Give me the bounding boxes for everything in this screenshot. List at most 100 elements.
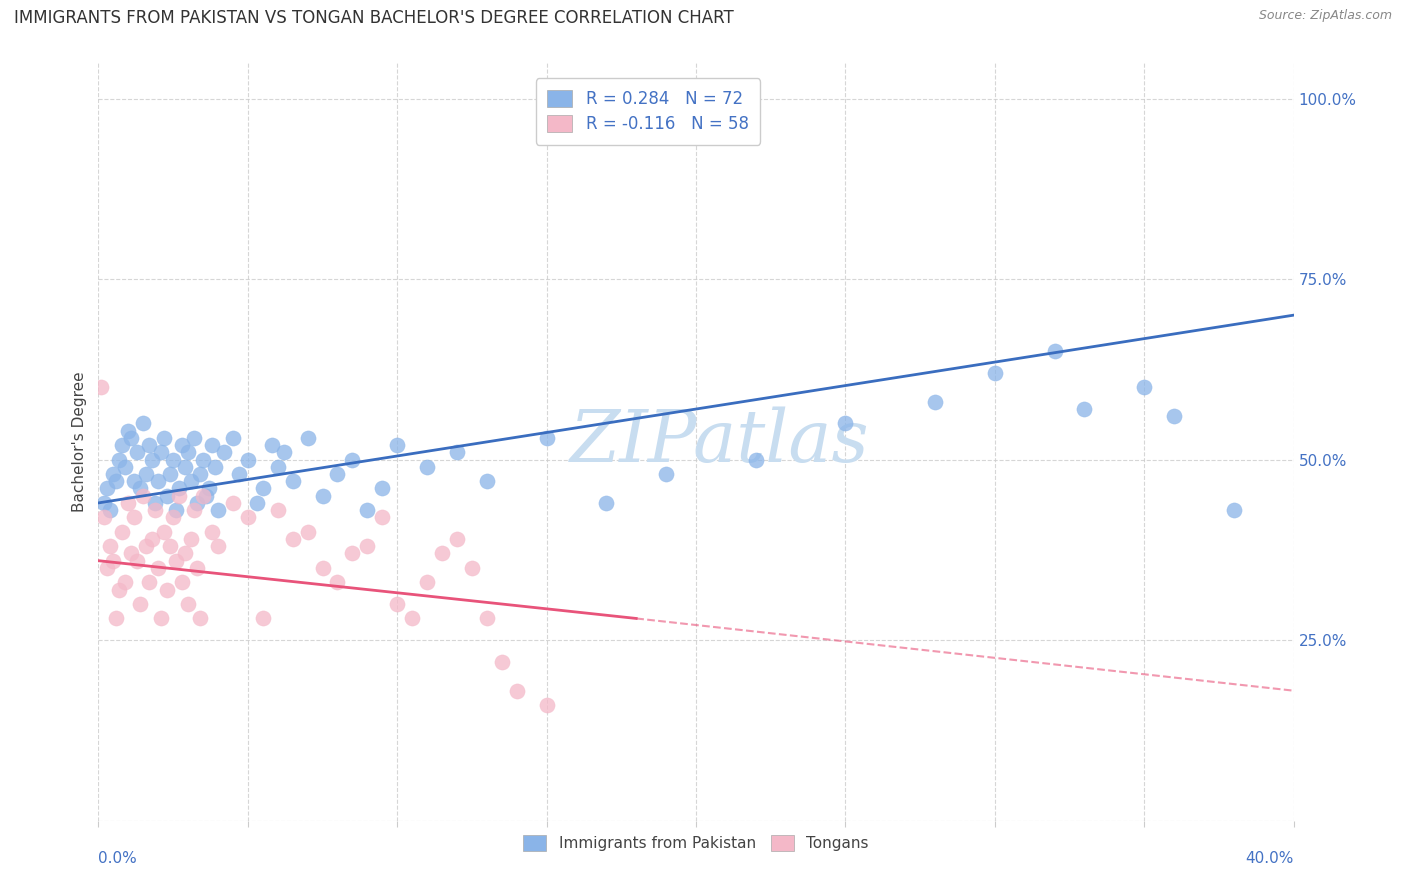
Point xyxy=(416,575,439,590)
Point xyxy=(103,554,125,568)
Point xyxy=(595,496,617,510)
Point xyxy=(228,467,250,481)
Point xyxy=(174,459,197,474)
Point xyxy=(159,539,181,553)
Point xyxy=(1073,402,1095,417)
Text: IMMIGRANTS FROM PAKISTAN VS TONGAN BACHELOR'S DEGREE CORRELATION CHART: IMMIGRANTS FROM PAKISTAN VS TONGAN BACHE… xyxy=(14,9,734,27)
Point xyxy=(252,482,274,496)
Point xyxy=(252,611,274,625)
Point xyxy=(356,539,378,553)
Point xyxy=(236,510,259,524)
Point xyxy=(138,575,160,590)
Point xyxy=(506,683,529,698)
Point xyxy=(132,417,155,431)
Point xyxy=(198,482,221,496)
Point xyxy=(180,475,202,489)
Point xyxy=(90,380,112,394)
Legend: Immigrants from Pakistan, Tongans: Immigrants from Pakistan, Tongans xyxy=(516,827,876,858)
Point xyxy=(156,489,179,503)
Point xyxy=(135,539,157,553)
Point xyxy=(371,482,394,496)
Point xyxy=(204,459,226,474)
Point xyxy=(135,467,157,481)
Point xyxy=(167,482,190,496)
Point xyxy=(446,445,468,459)
Point xyxy=(385,597,409,611)
Point xyxy=(430,546,453,560)
Point xyxy=(172,575,194,590)
Point xyxy=(1163,409,1185,424)
Point xyxy=(148,561,170,575)
Point xyxy=(111,438,134,452)
Point xyxy=(273,445,295,459)
Point xyxy=(120,431,142,445)
Point xyxy=(93,510,115,524)
Point xyxy=(461,561,484,575)
Point xyxy=(124,475,146,489)
Point xyxy=(143,496,166,510)
Point xyxy=(246,496,269,510)
Point xyxy=(108,452,131,467)
Point xyxy=(138,438,160,452)
Point xyxy=(108,582,131,597)
Point xyxy=(186,496,208,510)
Point xyxy=(117,496,139,510)
Point xyxy=(177,445,200,459)
Point xyxy=(150,445,173,459)
Y-axis label: Bachelor's Degree: Bachelor's Degree xyxy=(72,371,87,512)
Point xyxy=(150,611,173,625)
Point xyxy=(446,532,468,546)
Point xyxy=(222,496,245,510)
Point xyxy=(96,482,118,496)
Point xyxy=(326,467,349,481)
Point xyxy=(834,417,856,431)
Point xyxy=(141,452,163,467)
Point xyxy=(371,510,394,524)
Point xyxy=(93,496,115,510)
Point xyxy=(984,366,1007,380)
Point xyxy=(297,431,319,445)
Point xyxy=(1223,503,1246,517)
Point xyxy=(207,503,229,517)
Point xyxy=(186,561,208,575)
Point xyxy=(127,554,149,568)
Point xyxy=(124,510,146,524)
Point xyxy=(96,561,118,575)
Point xyxy=(655,467,678,481)
Point xyxy=(148,475,170,489)
Point xyxy=(475,475,498,489)
Point xyxy=(195,489,218,503)
Point xyxy=(297,524,319,539)
Point xyxy=(201,438,224,452)
Point xyxy=(167,489,190,503)
Point xyxy=(156,582,179,597)
Text: 0.0%: 0.0% xyxy=(98,851,138,866)
Point xyxy=(180,532,202,546)
Point xyxy=(114,575,136,590)
Point xyxy=(129,597,152,611)
Text: ZIPatlas: ZIPatlas xyxy=(569,406,870,477)
Point xyxy=(342,452,364,467)
Point xyxy=(103,467,125,481)
Point xyxy=(143,503,166,517)
Point xyxy=(191,452,214,467)
Point xyxy=(188,611,211,625)
Point xyxy=(127,445,149,459)
Point xyxy=(174,546,197,560)
Point xyxy=(267,459,290,474)
Point xyxy=(162,510,184,524)
Point xyxy=(260,438,283,452)
Point xyxy=(188,467,211,481)
Point xyxy=(924,394,946,409)
Point xyxy=(159,467,181,481)
Point xyxy=(356,503,378,517)
Point xyxy=(98,503,122,517)
Point xyxy=(281,475,304,489)
Point xyxy=(105,475,128,489)
Point xyxy=(98,539,122,553)
Point xyxy=(105,611,128,625)
Point xyxy=(267,503,290,517)
Point xyxy=(212,445,235,459)
Point xyxy=(326,575,349,590)
Point xyxy=(129,482,152,496)
